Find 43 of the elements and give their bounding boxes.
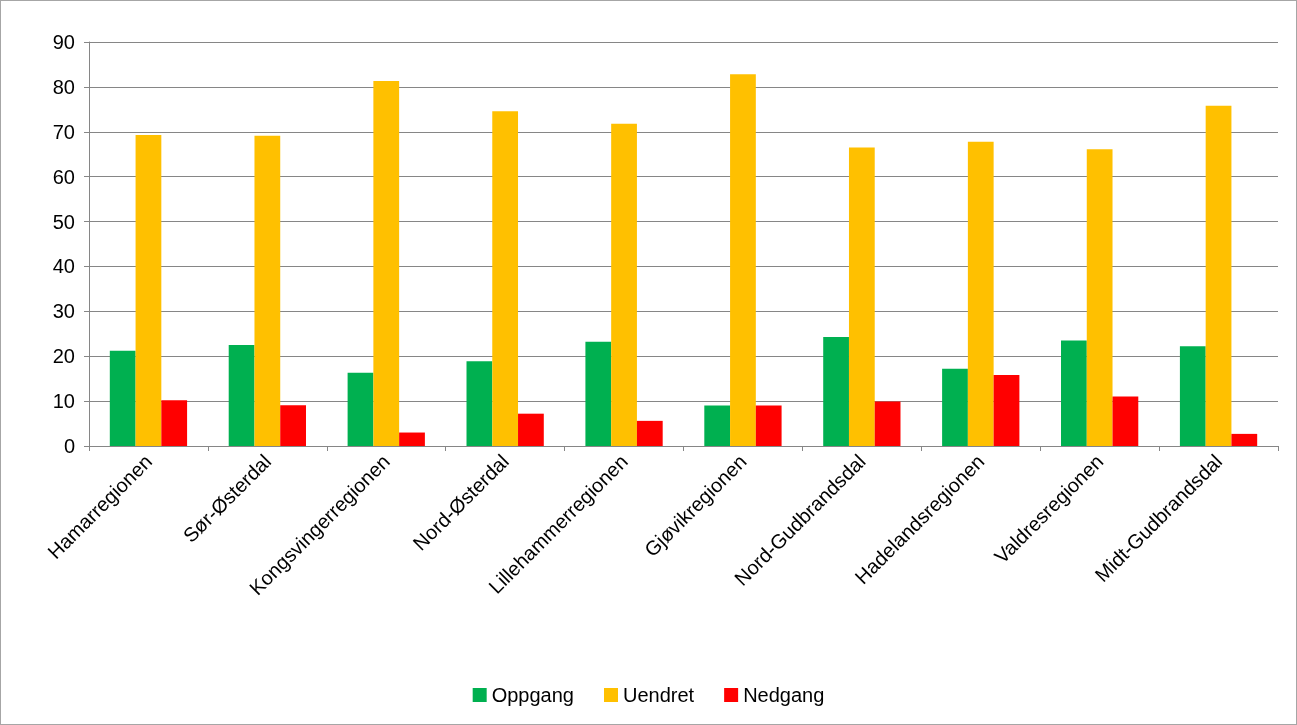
legend-label: Nedgang (743, 684, 825, 706)
bar (135, 134, 162, 446)
y-tick-label: 70 (52, 120, 75, 143)
bar (993, 375, 1020, 446)
y-tick-label: 10 (52, 390, 75, 413)
legend-label: Oppgang (491, 684, 574, 706)
bar (399, 432, 425, 446)
bar (466, 361, 493, 446)
bar (1086, 149, 1113, 446)
bar (228, 345, 255, 446)
bar (848, 147, 875, 446)
y-tick-label: 20 (52, 345, 75, 368)
bar (967, 141, 994, 446)
bar (492, 111, 519, 446)
bar (1179, 346, 1206, 446)
bar (373, 81, 400, 446)
bar (1061, 340, 1087, 446)
bar (347, 372, 374, 446)
bar (1231, 433, 1258, 446)
bar (704, 405, 731, 446)
bar (585, 341, 612, 446)
bar (823, 336, 849, 446)
y-tick-label: 60 (52, 165, 75, 188)
y-tick-label: 50 (52, 210, 75, 233)
bar (636, 420, 663, 446)
y-tick-label: 0 (63, 435, 75, 457)
bar (1112, 396, 1139, 446)
bar (1205, 105, 1232, 446)
y-tick-label: 30 (52, 300, 75, 323)
y-tick-label: 90 (52, 31, 75, 53)
bar (611, 123, 637, 446)
bar (254, 135, 281, 446)
bar (942, 368, 968, 446)
legend-label: Uendret (622, 684, 695, 706)
y-tick-label: 40 (52, 255, 75, 278)
bar (730, 74, 756, 446)
y-tick-label: 80 (52, 75, 75, 98)
bar (109, 350, 136, 446)
bar (755, 405, 782, 446)
bar (280, 405, 306, 446)
bar (874, 401, 901, 446)
bar (518, 413, 544, 446)
bar (161, 400, 188, 446)
